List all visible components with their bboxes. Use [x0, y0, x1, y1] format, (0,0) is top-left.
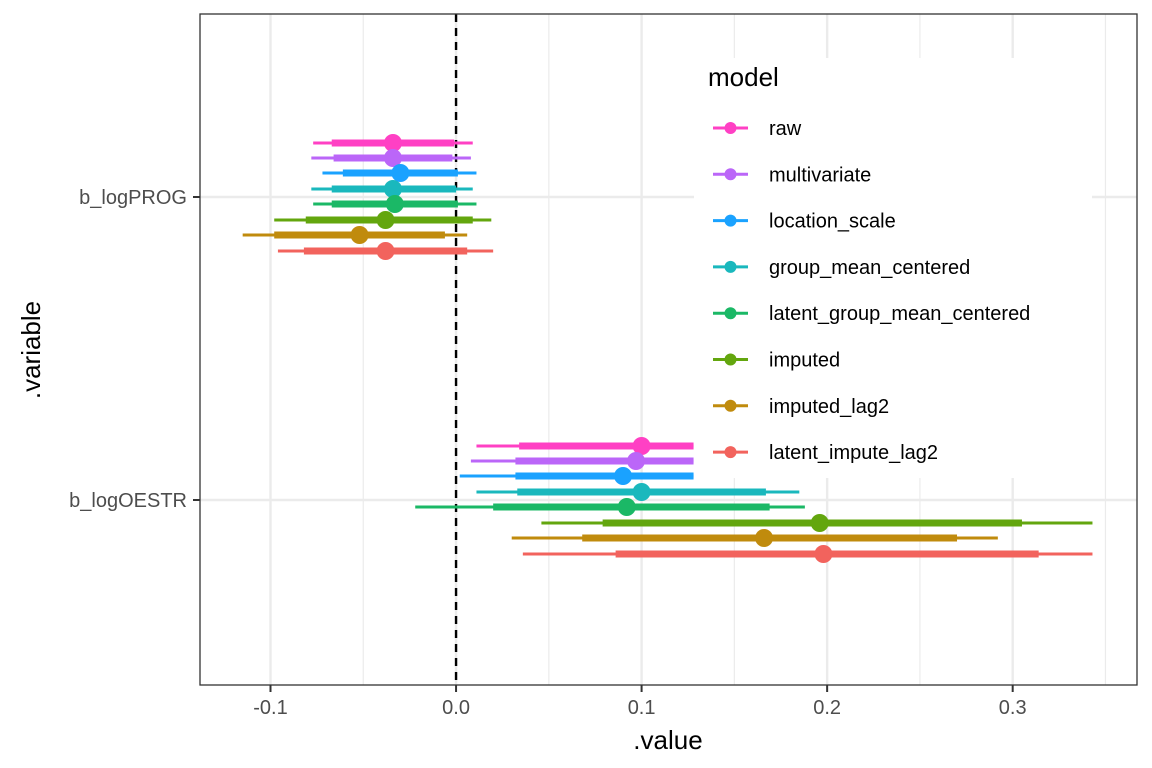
- point-estimate: [383, 180, 402, 198]
- series-multivariate: [311, 149, 694, 470]
- series-group_mean_centered: [311, 180, 800, 501]
- point-estimate: [383, 149, 402, 167]
- legend-item-imputed: imputed: [713, 350, 840, 372]
- point-estimate: [350, 226, 369, 244]
- legend-label: location_scale: [769, 211, 896, 233]
- x-tick-label: 0.0: [442, 697, 470, 719]
- x-axis-title: .value: [633, 725, 702, 755]
- legend-key-point: [724, 260, 737, 273]
- legend-title: model: [708, 62, 779, 92]
- y-tick-label: b_logPROG: [79, 187, 187, 209]
- series-imputed: [274, 211, 1093, 532]
- legend-item-multivariate: multivariate: [713, 164, 871, 186]
- legend-key-point: [724, 307, 737, 320]
- plot-panel-border: [199, 13, 1138, 686]
- point-estimate: [383, 134, 402, 152]
- legend-item-location_scale: location_scale: [713, 211, 896, 233]
- point-estimate: [627, 452, 646, 470]
- legend-key-point: [724, 353, 737, 366]
- point-estimate: [617, 498, 636, 516]
- legend-items: raw multivariate location_scale group_mean_…: [713, 118, 1030, 464]
- series-imputed_lag2: [242, 226, 998, 547]
- legend-item-group_mean_centered: group_mean_centered: [713, 257, 970, 279]
- x-tick-label: 0.3: [999, 697, 1027, 719]
- point-estimate: [632, 437, 651, 455]
- point-estimate: [814, 545, 833, 563]
- point-estimate: [376, 242, 395, 260]
- point-estimate: [385, 195, 404, 213]
- legend-label: latent_impute_lag2: [769, 442, 938, 464]
- point-estimate: [755, 529, 774, 547]
- legend-label: multivariate: [769, 164, 871, 186]
- series-marks: [242, 134, 1093, 563]
- legend-label: imputed: [769, 350, 840, 372]
- legend-label: raw: [769, 118, 802, 140]
- y-axis: b_logPROG b_logOESTR: [69, 187, 200, 512]
- point-estimate: [632, 483, 651, 501]
- point-estimate: [614, 467, 633, 485]
- legend-key-point: [724, 446, 737, 459]
- legend-key-point: [724, 214, 737, 227]
- series-latent_impute_lag2: [277, 242, 1093, 563]
- point-estimate: [810, 514, 829, 532]
- x-tick-label: 0.1: [628, 697, 656, 719]
- x-tick-label: -0.1: [253, 697, 287, 719]
- series-raw: [313, 134, 694, 455]
- point-estimate: [391, 164, 410, 182]
- legend-key-point: [724, 168, 737, 181]
- legend-label: imputed_lag2: [769, 396, 889, 418]
- legend-item-raw: raw: [713, 118, 802, 140]
- x-tick-label: 0.2: [813, 697, 841, 719]
- legend-item-latent_impute_lag2: latent_impute_lag2: [713, 442, 938, 464]
- series-latent_group_mean_centered: [313, 195, 805, 516]
- y-axis-title: .variable: [16, 301, 46, 399]
- legend-key-point: [724, 122, 737, 134]
- legend-item-latent_group_mean_centered: latent_group_mean_centered: [713, 303, 1030, 325]
- series-location_scale: [322, 164, 694, 485]
- legend: model raw multivariate location_scalegroup…: [694, 58, 1092, 478]
- legend-label: group_mean_centered: [769, 257, 970, 279]
- legend-item-imputed_lag2: imputed_lag2: [713, 396, 889, 418]
- y-tick-label: b_logOESTR: [69, 490, 187, 512]
- legend-key-point: [724, 399, 737, 412]
- point-estimate: [376, 211, 395, 229]
- legend-background: [694, 58, 1092, 478]
- legend-label: latent_group_mean_centered: [769, 303, 1030, 325]
- x-axis: -0.1 0.0 0.1 0.2 0.3: [253, 685, 1027, 719]
